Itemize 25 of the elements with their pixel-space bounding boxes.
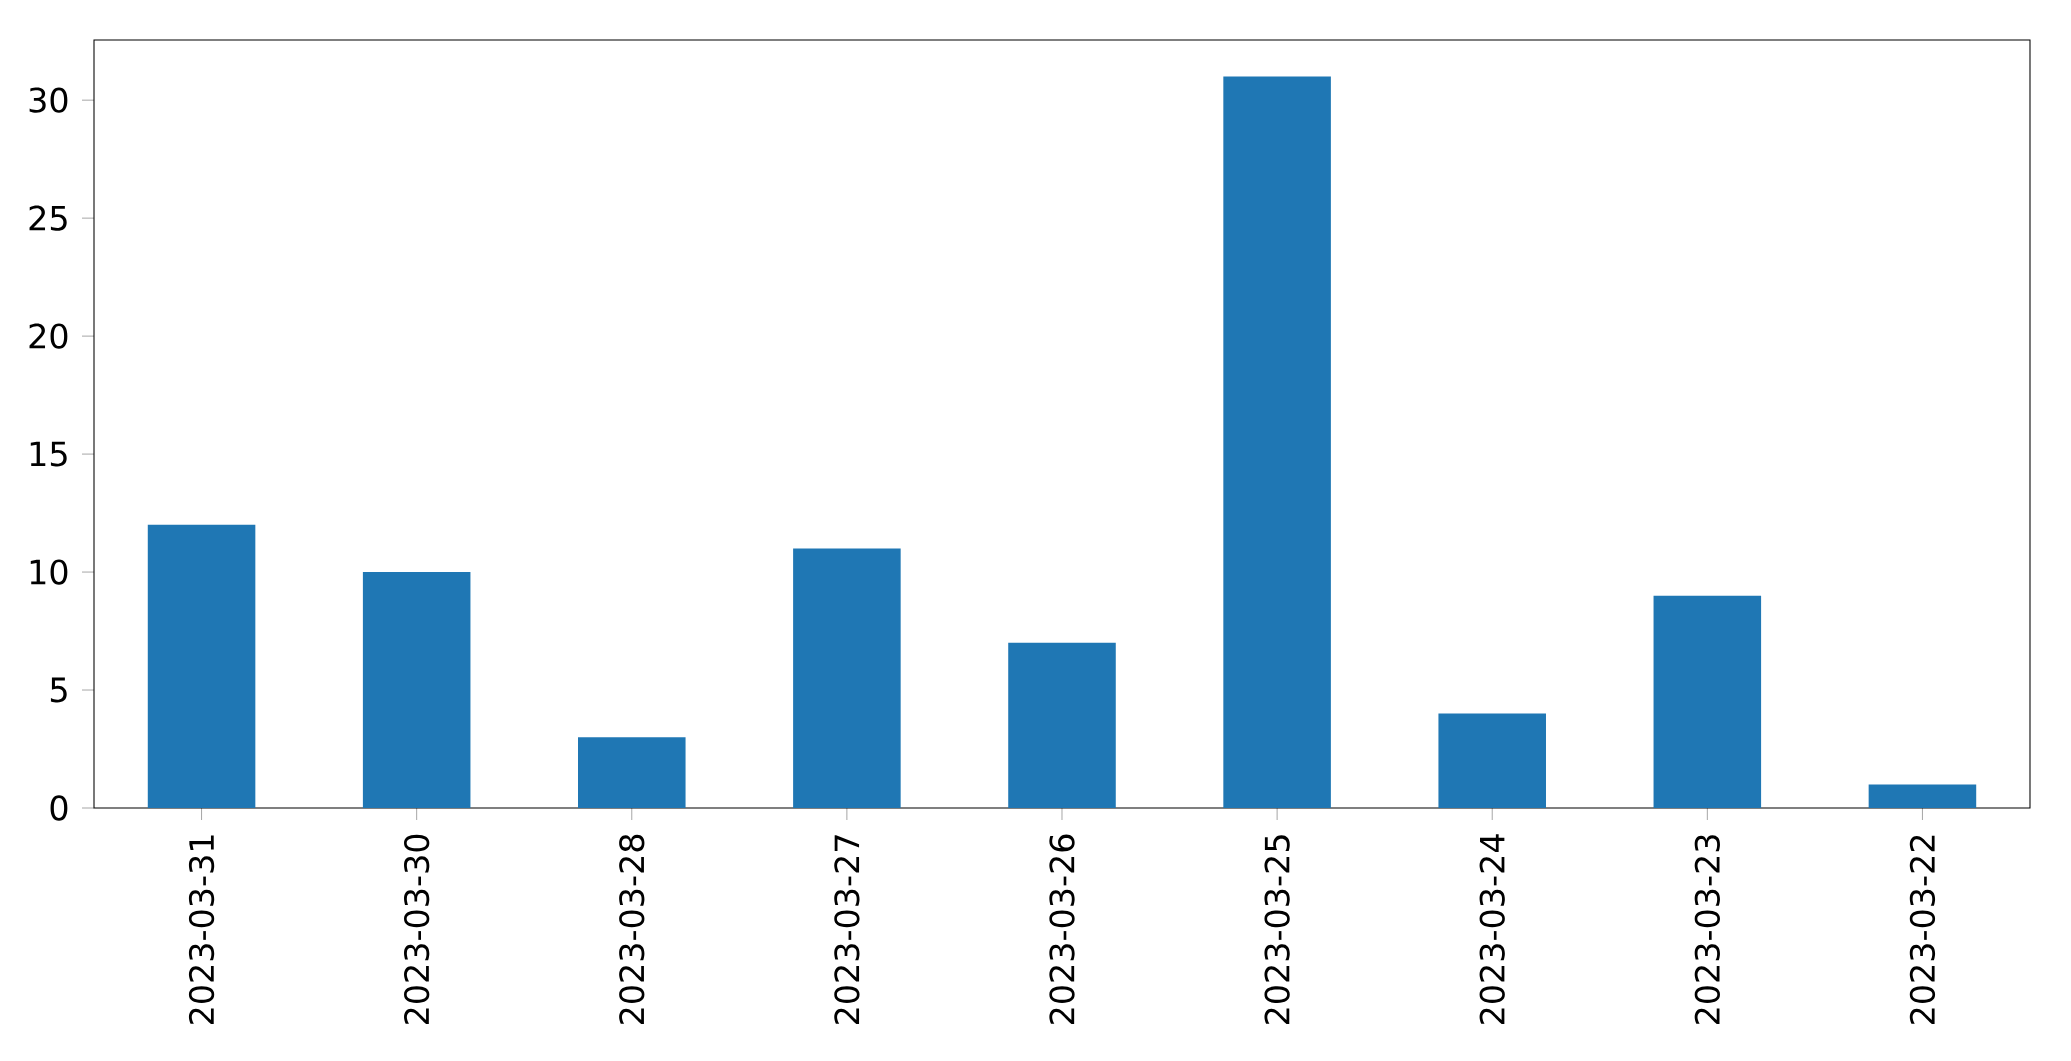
y-tick-label: 25	[29, 205, 67, 231]
bar	[147, 524, 256, 808]
y-tick-label: 30	[29, 87, 68, 113]
y-tick-label: 5	[50, 677, 67, 703]
bar	[1438, 713, 1546, 808]
x-tick-label: 2023-03-26	[1049, 834, 1075, 1025]
bar	[1008, 642, 1116, 808]
y-tick-label: 15	[30, 441, 67, 467]
bar	[362, 572, 471, 808]
x-tick-label: 2023-03-28	[619, 834, 645, 1025]
x-tick-label: 2023-03-27	[834, 835, 860, 1025]
bar	[1868, 784, 1977, 808]
x-tick-label: 2023-03-31	[188, 835, 215, 1025]
bar	[1223, 76, 1331, 808]
x-tick-label: 2023-03-25	[1264, 835, 1290, 1025]
x-tick-label: 2023-03-30	[404, 834, 430, 1025]
bar	[578, 737, 686, 808]
y-tick-label: 10	[30, 559, 68, 585]
bar	[1653, 595, 1762, 808]
y-tick-label: 20	[29, 323, 68, 349]
x-tick-label: 2023-03-24	[1479, 834, 1505, 1025]
x-tick-label: 2023-03-23	[1694, 835, 1720, 1025]
bar	[793, 548, 901, 808]
x-tick-label: 2023-03-22	[1909, 835, 1936, 1025]
y-tick-label: 0	[50, 795, 68, 821]
